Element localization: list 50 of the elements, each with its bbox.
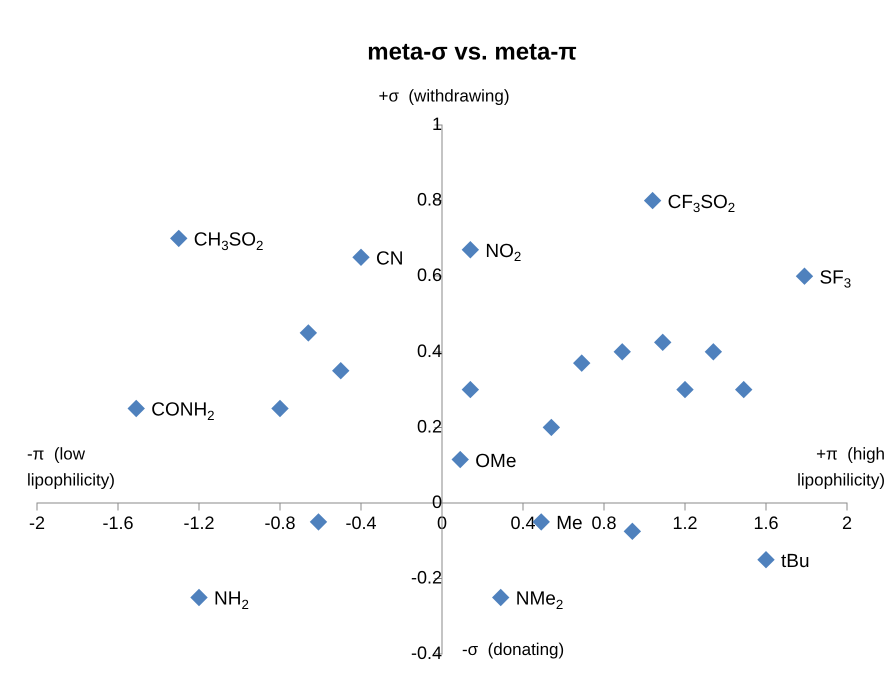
x-tick-label: -1.6 <box>102 512 134 533</box>
y-tick-label: 1 <box>432 114 442 134</box>
point <box>542 418 560 436</box>
x-tick-label: 0.8 <box>591 512 617 533</box>
point <box>676 381 694 398</box>
annotation: -π (low lipophilicity) <box>27 444 115 490</box>
y-tick-label: -0.2 <box>410 568 442 588</box>
x-tick-label: 1.2 <box>672 512 698 533</box>
point <box>300 324 317 342</box>
point <box>492 589 510 606</box>
point <box>190 589 208 606</box>
x-tick-label: 0.4 <box>510 512 536 533</box>
point <box>462 241 479 258</box>
point <box>332 362 350 380</box>
point <box>654 334 672 351</box>
annotation: CN <box>376 248 404 270</box>
point <box>462 381 479 398</box>
point <box>573 354 590 372</box>
annotation: Me <box>556 513 583 534</box>
point <box>735 381 752 398</box>
y-tick-label: 0.2 <box>416 416 442 436</box>
y-tick-label: 0.6 <box>416 265 442 286</box>
annotation: +π (high lipophilicity) <box>797 444 885 490</box>
x-tick-label: -2 <box>28 512 46 533</box>
x-tick-label: -0.8 <box>264 512 296 533</box>
point <box>272 400 288 417</box>
point <box>452 451 469 468</box>
point <box>614 343 631 360</box>
text: +σ (withdrawing) <box>378 86 510 106</box>
point <box>128 400 145 417</box>
y-tick-label: 0.4 <box>416 340 442 361</box>
y-tick-label: 0.8 <box>416 190 442 210</box>
point <box>758 551 774 568</box>
point <box>624 522 641 540</box>
point <box>352 248 370 266</box>
point <box>796 268 813 285</box>
point <box>170 230 188 247</box>
x-tick-label: 2 <box>842 512 852 533</box>
annotation: tBu <box>781 550 810 572</box>
x-tick-label: -1.2 <box>183 512 215 533</box>
y-tick-label: 0 <box>432 492 442 512</box>
chart-title: meta-σ vs. meta-π <box>367 38 577 66</box>
point <box>310 513 327 530</box>
annotation: -σ (donating) <box>462 640 564 659</box>
annotation: OMe <box>475 450 516 472</box>
x-tick-label: 1.6 <box>753 512 779 533</box>
y-tick-label: -0.4 <box>410 643 442 664</box>
point <box>644 192 662 210</box>
point <box>704 343 722 360</box>
x-tick-label: -0.4 <box>345 512 377 533</box>
